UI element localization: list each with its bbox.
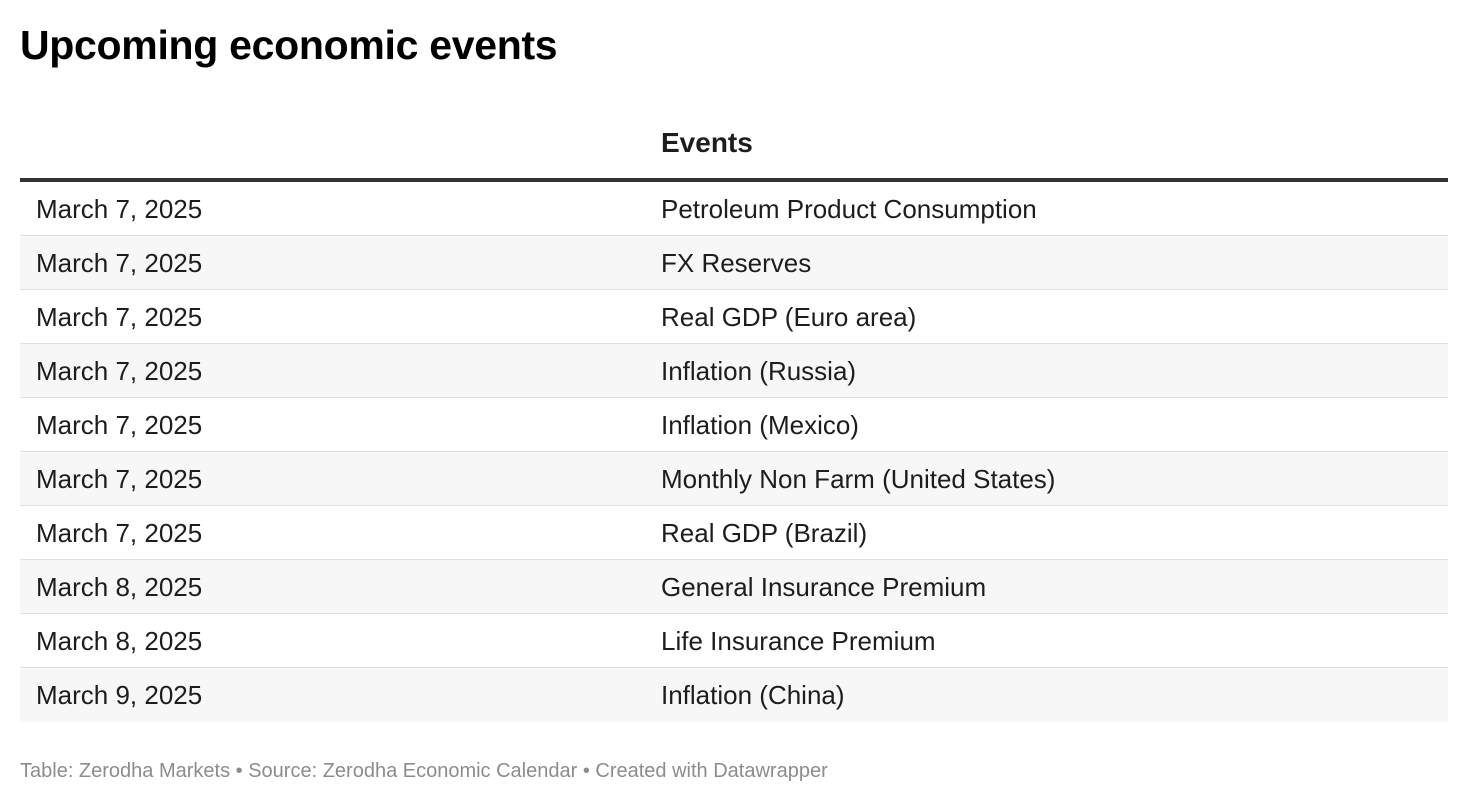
date-cell: March 7, 2025 [36, 194, 203, 224]
event-cell: FX Reserves [661, 248, 812, 278]
date-cell: March 7, 2025 [36, 248, 203, 278]
table-row: March 8, 2025 Life Insurance Premium [20, 614, 1448, 668]
event-cell: Real GDP (Brazil) [661, 518, 868, 548]
table-row: March 7, 2025 Real GDP (Brazil) [20, 506, 1448, 560]
table-row: March 7, 2025 Real GDP (Euro area) [20, 290, 1448, 344]
event-cell: Monthly Non Farm (United States) [661, 464, 1056, 494]
table-row: March 7, 2025 Inflation (Russia) [20, 344, 1448, 398]
event-cell: Life Insurance Premium [661, 626, 936, 656]
event-cell: Inflation (Mexico) [661, 410, 859, 440]
table-row: March 9, 2025 Inflation (China) [20, 668, 1448, 722]
table-row: March 7, 2025 Monthly Non Farm (United St… [20, 452, 1448, 506]
event-cell: Petroleum Product Consumption [661, 194, 1037, 224]
date-cell: March 8, 2025 [36, 626, 203, 656]
event-cell: Inflation (China) [661, 680, 845, 710]
table-body: March 7, 2025 Petroleum Product Consumpti… [20, 182, 1448, 722]
date-cell: March 9, 2025 [36, 680, 203, 710]
date-cell: March 7, 2025 [36, 518, 203, 548]
table-row: March 7, 2025 FX Reserves [20, 236, 1448, 290]
column-header-events: Events [661, 127, 753, 158]
date-cell: March 7, 2025 [36, 356, 203, 386]
chart-title: Upcoming economic events [20, 22, 558, 68]
table-row: March 8, 2025 General Insurance Premium [20, 560, 1448, 614]
date-cell: March 7, 2025 [36, 302, 203, 332]
table-row: March 7, 2025 Inflation (Mexico) [20, 398, 1448, 452]
source-footer: Table: Zerodha Markets • Source: Zerodha… [20, 760, 828, 782]
events-table: Events March 7, 2025 Petroleum Product Co… [20, 108, 1448, 722]
event-cell: Inflation (Russia) [661, 356, 857, 386]
date-cell: March 7, 2025 [36, 464, 203, 494]
table-row: March 7, 2025 Petroleum Product Consumpti… [20, 182, 1448, 236]
table-header: Events [20, 108, 1448, 182]
event-cell: Real GDP (Euro area) [661, 302, 917, 332]
date-cell: March 7, 2025 [36, 410, 203, 440]
event-cell: General Insurance Premium [661, 572, 987, 602]
date-cell: March 8, 2025 [36, 572, 203, 602]
